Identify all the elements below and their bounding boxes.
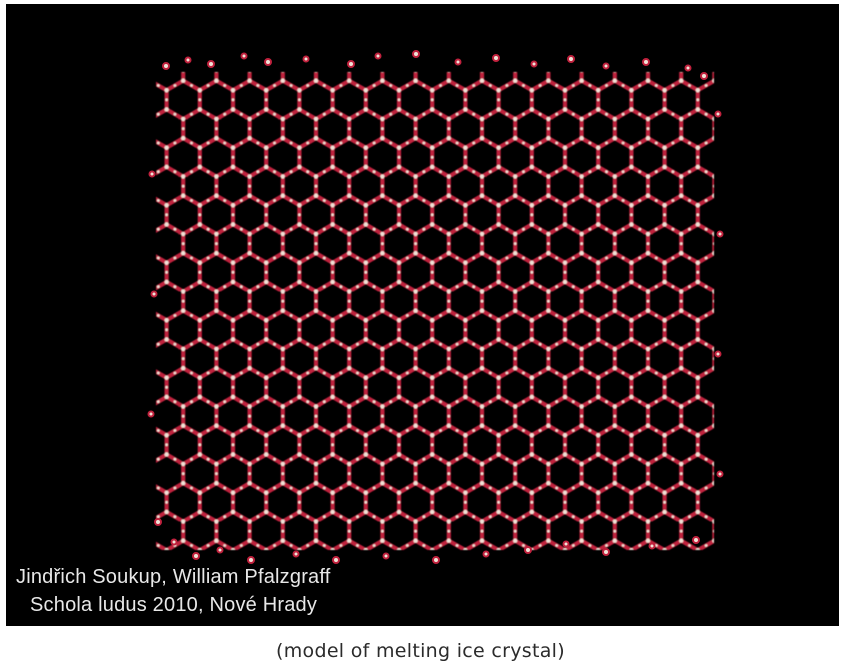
event-credit: Schola ludus 2010, Nové Hrady: [30, 594, 318, 616]
melting-top-edge: [162, 50, 708, 80]
melting-side-edges: [147, 110, 724, 478]
ice-lattice-graphic: [147, 50, 724, 564]
ice-crystal-model-image: Jindřich Soukup, William Pfalzgraff Scho…: [6, 4, 839, 626]
lattice-body: [156, 72, 714, 550]
melting-bottom-edge: [154, 518, 700, 564]
author-credit: Jindřich Soukup, William Pfalzgraff: [16, 566, 331, 588]
image-caption: (model of melting ice crystal): [276, 640, 565, 662]
